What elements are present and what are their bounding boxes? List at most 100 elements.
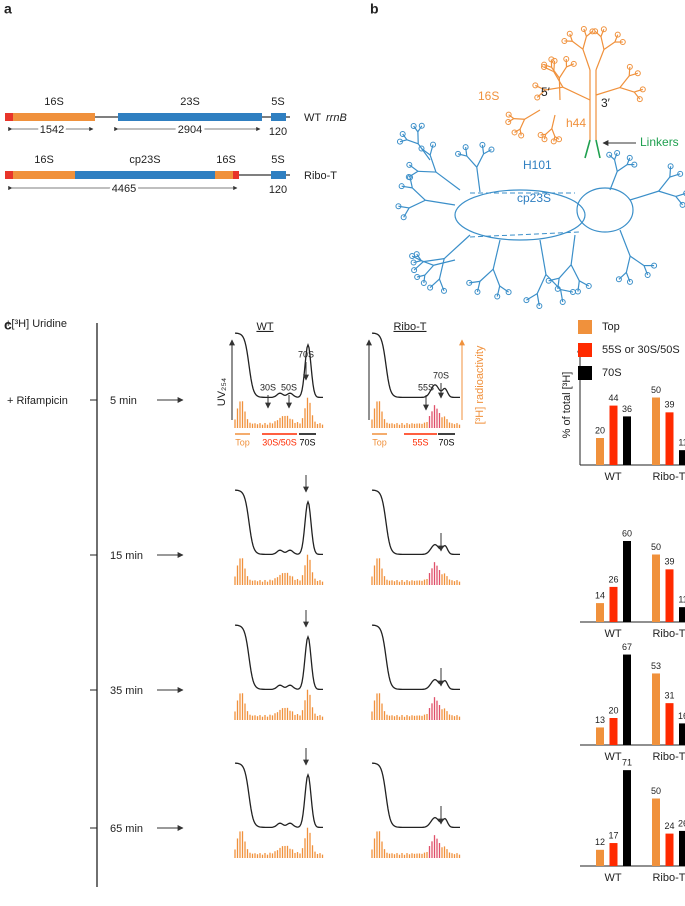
bar [679, 450, 685, 465]
loop [651, 262, 658, 269]
stem [625, 272, 631, 283]
ribo-t-operon [5, 171, 290, 191]
stem [658, 176, 671, 192]
loop [626, 63, 633, 70]
stem [429, 154, 437, 173]
group-label: Ribo-T [652, 628, 685, 640]
stem [526, 293, 538, 301]
fraction-label: 55S [412, 437, 428, 447]
loop [614, 31, 621, 38]
segment-label: 5S [271, 96, 284, 108]
loop [418, 122, 425, 129]
loop [561, 37, 568, 44]
uv-trace [371, 332, 460, 399]
bar [665, 569, 674, 622]
stem [402, 133, 408, 141]
peak-label: 70S [433, 370, 449, 380]
stem [519, 119, 526, 130]
bar [596, 603, 604, 622]
loop [511, 129, 518, 136]
stem [408, 199, 426, 209]
bar-value: 20 [595, 425, 605, 435]
bar [665, 412, 674, 465]
loop [440, 287, 447, 294]
stem [425, 199, 456, 206]
loop [410, 259, 417, 266]
loop [683, 190, 685, 197]
stem [545, 128, 553, 135]
stem [433, 259, 456, 266]
loop [592, 28, 599, 35]
uv-trace [234, 332, 323, 399]
loop [626, 154, 633, 161]
loop [541, 64, 548, 71]
profile-header: Ribo-T [393, 321, 426, 333]
loop [466, 279, 473, 286]
stem [558, 264, 572, 279]
loop [585, 282, 592, 289]
legend-swatch [578, 343, 592, 357]
stem [675, 192, 685, 198]
stem [553, 71, 564, 88]
stem [524, 109, 541, 120]
stem [492, 239, 501, 270]
stem [625, 255, 631, 273]
loop [634, 70, 641, 77]
stem [629, 72, 638, 77]
loop [626, 278, 633, 285]
loop [551, 57, 558, 64]
segment-label: 16S [34, 154, 54, 166]
stem [438, 258, 445, 280]
bar [596, 438, 604, 465]
loop [430, 141, 437, 148]
stem [519, 128, 522, 136]
bar [623, 416, 631, 465]
bar [609, 405, 618, 465]
bar-value: 17 [608, 830, 618, 840]
loop [395, 203, 402, 210]
loop [523, 297, 530, 304]
stem [594, 30, 602, 38]
bar [679, 723, 685, 745]
loop [580, 25, 587, 32]
bar-value: 24 [664, 821, 674, 831]
bar-value: 53 [651, 661, 661, 671]
stem [481, 144, 485, 154]
loop [418, 145, 425, 152]
segment-label: 5S [271, 154, 284, 166]
loop [550, 138, 557, 145]
loop [548, 56, 555, 63]
group-label: Ribo-T [652, 872, 685, 884]
stem [566, 63, 575, 68]
stem [469, 280, 480, 284]
stem [658, 190, 677, 198]
stem [669, 166, 672, 178]
bar [652, 673, 660, 745]
stem [429, 278, 440, 289]
loop [636, 96, 643, 103]
loop [505, 111, 512, 118]
stem [496, 285, 501, 297]
addition-label: +[³H] Uridine [5, 318, 67, 330]
stem [483, 148, 492, 155]
stem [536, 274, 547, 294]
stem [600, 29, 605, 37]
stem [535, 84, 546, 91]
stem [571, 40, 584, 50]
bar [652, 554, 660, 622]
length-label: 2904 [178, 124, 202, 136]
stem [465, 147, 468, 157]
loop [600, 26, 607, 33]
loop [420, 279, 427, 286]
bar [652, 397, 660, 465]
structure-label: Linkers [640, 135, 679, 149]
stem [476, 281, 481, 293]
stem [435, 171, 461, 191]
stem [421, 260, 434, 266]
loop [405, 174, 412, 181]
stem [403, 207, 410, 218]
stem [595, 87, 621, 96]
loop [413, 251, 420, 258]
y-axis-label: UV₂₅₄ [216, 377, 228, 406]
stem [558, 66, 567, 79]
